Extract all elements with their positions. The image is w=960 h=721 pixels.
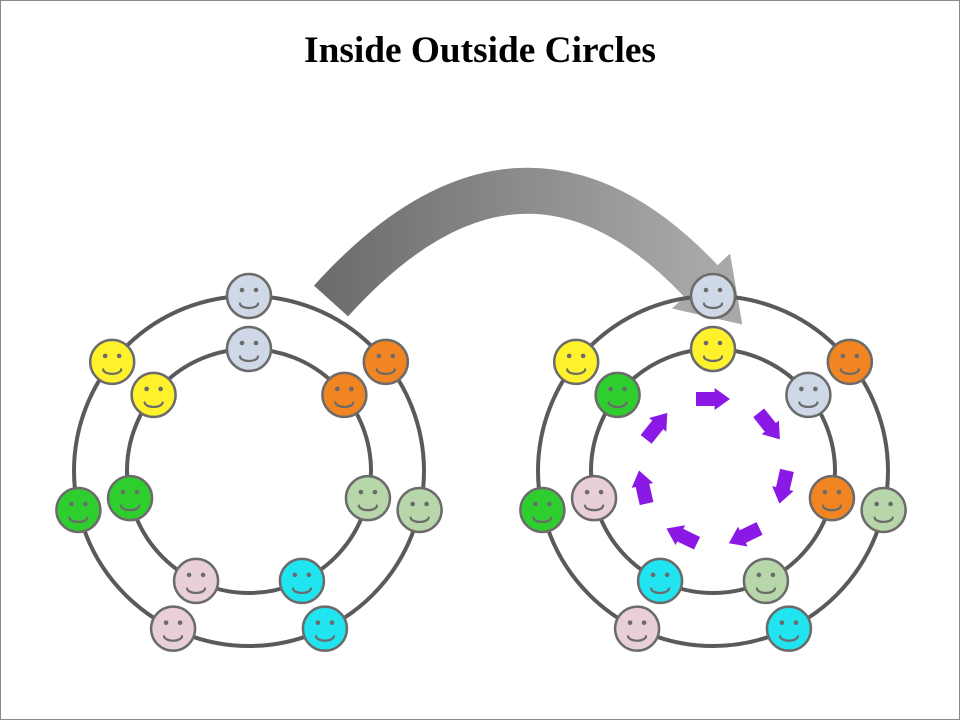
left-inner-face-2-icon — [346, 476, 390, 520]
left-inner-face-5-icon — [108, 476, 152, 520]
right-inner-face-3-icon — [744, 559, 788, 603]
rotation-arrow-4-icon — [662, 519, 702, 554]
left-outer-face-5-icon — [56, 488, 100, 532]
right-outer-face-2-icon — [862, 488, 906, 532]
right-inner-face-4-icon — [638, 559, 682, 603]
right-outer-face-3-icon — [767, 607, 811, 651]
diagram-stage — [1, 1, 960, 721]
right-inner-face-2-icon — [810, 476, 854, 520]
right-outer-face-5-icon — [520, 488, 564, 532]
rotation-arrow-6-icon — [638, 406, 676, 446]
left-inner-face-1-icon — [322, 373, 366, 417]
right-inner-face-5-icon — [572, 476, 616, 520]
left-outer-face-1-icon — [364, 340, 408, 384]
left-inner-face-0-icon — [227, 327, 271, 371]
left-outer-face-4-icon — [151, 607, 195, 651]
right-inner-face-1-icon — [786, 373, 830, 417]
left-inner-face-4-icon — [174, 559, 218, 603]
rotation-arrow-0-icon — [696, 388, 730, 410]
rotation-arrow-2-icon — [769, 468, 798, 506]
left-outer-face-2-icon — [398, 488, 442, 532]
diagram-frame: Inside Outside Circles — [0, 0, 960, 720]
right-outer-face-6-icon — [554, 340, 598, 384]
left-inner-face-6-icon — [132, 373, 176, 417]
rotation-arrow-5-icon — [628, 468, 657, 506]
left-inner-face-3-icon — [280, 559, 324, 603]
rotation-arrow-3-icon — [724, 519, 764, 554]
right-inner-face-6-icon — [596, 373, 640, 417]
left-outer-face-0-icon — [227, 274, 271, 318]
rotation-arrow-1-icon — [750, 406, 788, 446]
right-outer-face-4-icon — [615, 607, 659, 651]
right-inner-face-0-icon — [691, 327, 735, 371]
right-outer-face-1-icon — [828, 340, 872, 384]
left-outer-face-3-icon — [303, 607, 347, 651]
transition-arrow-icon — [331, 191, 742, 325]
right-outer-face-0-icon — [691, 274, 735, 318]
left-outer-face-6-icon — [90, 340, 134, 384]
